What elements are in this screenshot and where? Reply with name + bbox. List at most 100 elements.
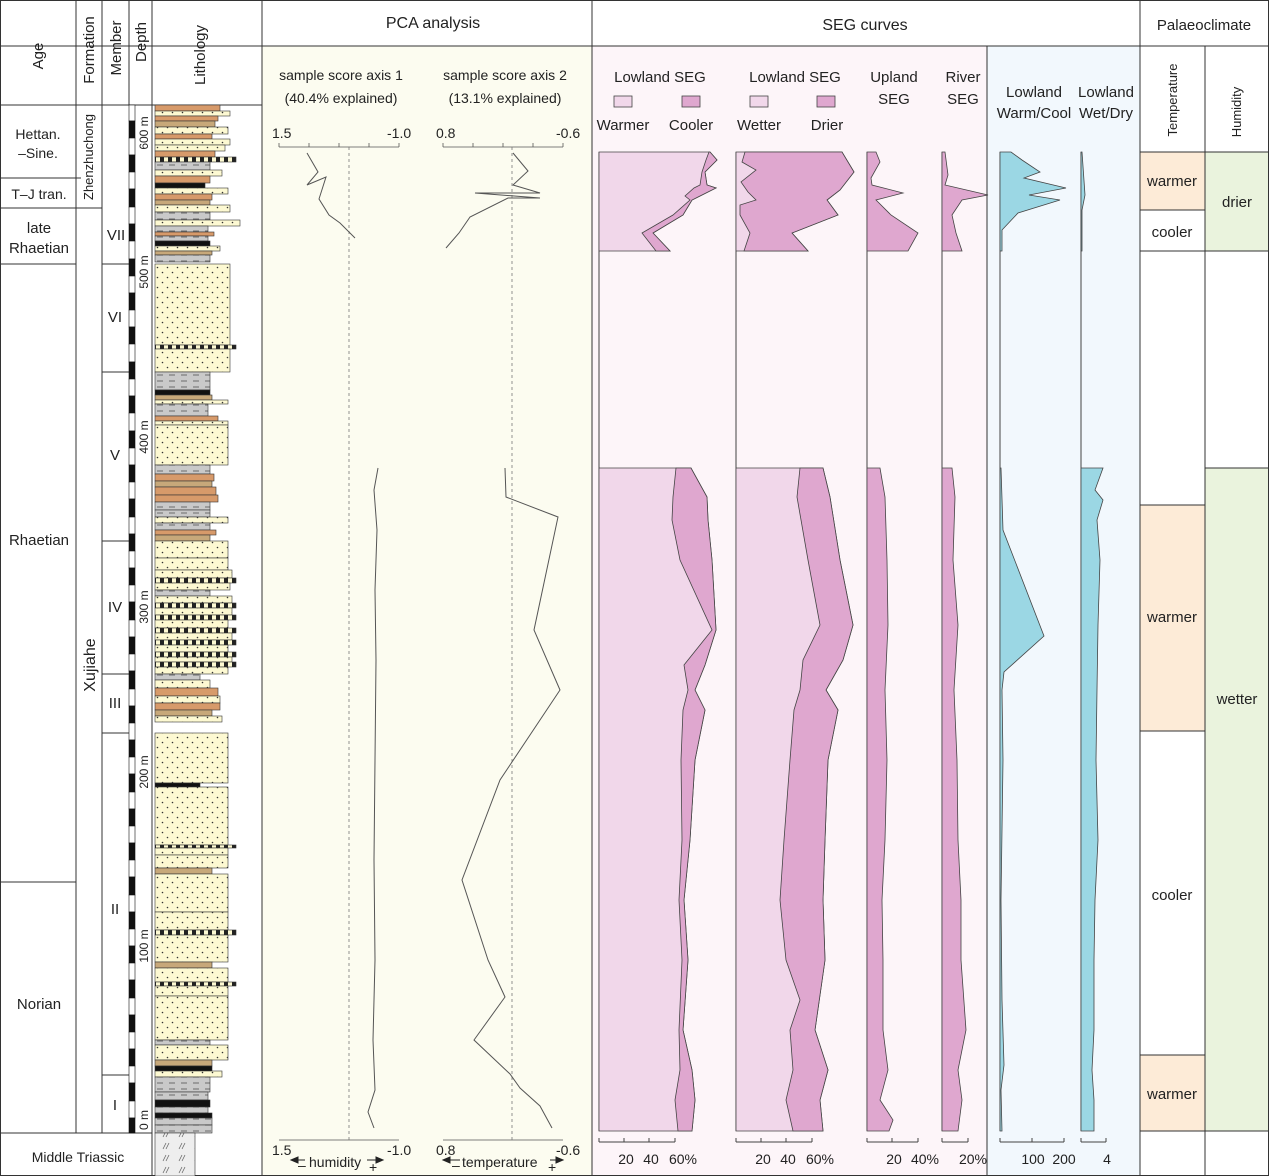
seg-warmer-swatch	[613, 95, 633, 108]
depth-scale-segment	[128, 326, 136, 345]
seg-c-tick-40: 40%	[911, 1151, 939, 1167]
seg-e-area-upper	[999, 151, 1067, 252]
humidity-label: humidity	[309, 1154, 361, 1170]
depth-scale-segment	[128, 361, 136, 380]
pca-axis1-bottom-right: -1.0	[387, 1142, 411, 1158]
lithology-bed	[154, 389, 211, 396]
depth-scale-segment	[128, 309, 136, 328]
lithology-bed	[154, 204, 231, 213]
lithology-bed-limestone	[154, 1132, 196, 1176]
lithology-bed	[154, 394, 213, 401]
depth-scale-segment	[128, 292, 136, 311]
seg-drier-swatch	[816, 95, 836, 108]
depth-scale-segment	[128, 945, 136, 964]
temperature-label-bg	[460, 1152, 550, 1168]
pca-axis1-explained: (40.4% explained)	[285, 90, 398, 106]
depth-scale-segment	[128, 1117, 136, 1134]
seg-river-seg-word: SEG	[947, 91, 979, 108]
lithology-bed	[154, 175, 211, 184]
lithology-bed	[154, 169, 223, 177]
depth-scale-segment	[128, 464, 136, 483]
temp-band-warmer-2	[1140, 505, 1205, 731]
lithology-bed	[154, 420, 229, 426]
lithology-bed	[154, 1112, 213, 1119]
seg-cooler-swatch	[681, 95, 701, 108]
header-age: Age	[30, 43, 47, 70]
seg-cooler-label: Cooler	[669, 117, 713, 134]
lithology-bed	[154, 1124, 213, 1134]
lithology-bed	[154, 540, 229, 559]
lithology-bed	[154, 534, 211, 542]
depth-tick-500m: 500 m	[137, 255, 151, 288]
header-humidity: Humidity	[1229, 86, 1244, 137]
seg-a-tick-20: 20	[618, 1151, 634, 1167]
depth-scale-segment	[128, 842, 136, 861]
seg-d-area-lower	[941, 467, 967, 1132]
lithology-bed	[154, 1117, 213, 1126]
lithology-bed	[154, 182, 206, 189]
depth-scale-segment	[128, 619, 136, 638]
age-rhaetian: Rhaetian	[9, 532, 69, 549]
lithology-bed	[154, 486, 217, 496]
seg-a-cooler-band-lower	[671, 467, 717, 1132]
depth-tick-400m: 400 m	[137, 420, 151, 453]
lithology-bed	[154, 211, 211, 221]
seg-curves	[598, 151, 1104, 1132]
age-sine: –Sine.	[18, 145, 58, 161]
age-late: late	[27, 220, 51, 237]
depth-scale-segment	[128, 154, 136, 173]
depth-scale-segment	[128, 859, 136, 878]
humidity-label-bg	[305, 1152, 367, 1168]
pca-axis1-curve-lower	[367, 467, 379, 1129]
hum-label-wetter: wetter	[1216, 691, 1258, 708]
lithology-bed	[154, 187, 229, 195]
humidity-minus: –	[298, 1157, 306, 1173]
lithology-bed	[154, 522, 211, 531]
lithology-bed	[154, 193, 213, 201]
depth-scale-segment	[128, 516, 136, 535]
hum-label-drier: drier	[1222, 194, 1252, 211]
depth-scale-segment	[128, 120, 136, 139]
seg-e-area-lower	[999, 467, 1045, 1132]
lowland-wet-dry-title: Lowland	[1078, 84, 1134, 101]
age-late-rhaetian: Rhaetian	[9, 240, 69, 257]
depth-scale-segment	[128, 997, 136, 1016]
lithology-bed	[154, 1106, 209, 1114]
lithology-bed	[154, 415, 219, 422]
header-member: Member	[108, 20, 125, 75]
pca-axis1-top-right: -1.0	[387, 125, 411, 141]
depth-scale-segment	[128, 928, 136, 947]
lithology-bed	[154, 144, 226, 152]
header-lithology: Lithology	[192, 24, 209, 85]
depth-scale-segment	[128, 447, 136, 466]
depth-scale-segment	[128, 104, 136, 122]
temp-band-warmer-1	[1140, 152, 1205, 210]
seg-f-area-lower	[1080, 467, 1104, 1132]
lithology-bed	[154, 371, 211, 391]
member-II: II	[111, 901, 119, 918]
seg-upland-title: Upland	[870, 69, 918, 86]
formation-zhenzhuchong: Zhenzhuchong	[81, 114, 96, 200]
depth-scale-segment	[128, 636, 136, 655]
lithology-bed	[154, 529, 217, 536]
age-hettan: Hettan.	[15, 126, 60, 142]
header-pca: PCA analysis	[386, 15, 480, 32]
seg-f-area-upper	[1080, 151, 1086, 252]
depth-scale-segment	[128, 275, 136, 294]
lithology-bed	[154, 595, 233, 604]
lithology-bed	[154, 632, 233, 641]
depth-scale-segment	[128, 825, 136, 844]
depth-scale-segment	[128, 567, 136, 586]
seg-bottom-axes	[598, 1138, 1107, 1143]
depth-scale-segment	[128, 894, 136, 913]
lithology-bed	[154, 1070, 223, 1078]
lithology-bed	[154, 844, 237, 849]
seg-wetter-swatch	[749, 95, 769, 108]
lithology-bed	[154, 104, 221, 112]
pca-curves	[278, 143, 564, 1141]
lithology-bed	[154, 424, 229, 466]
lithology-bed	[154, 732, 229, 784]
pca-axis2-bottom-left: 0.8	[436, 1142, 456, 1158]
depth-scale-segment	[128, 1065, 136, 1084]
